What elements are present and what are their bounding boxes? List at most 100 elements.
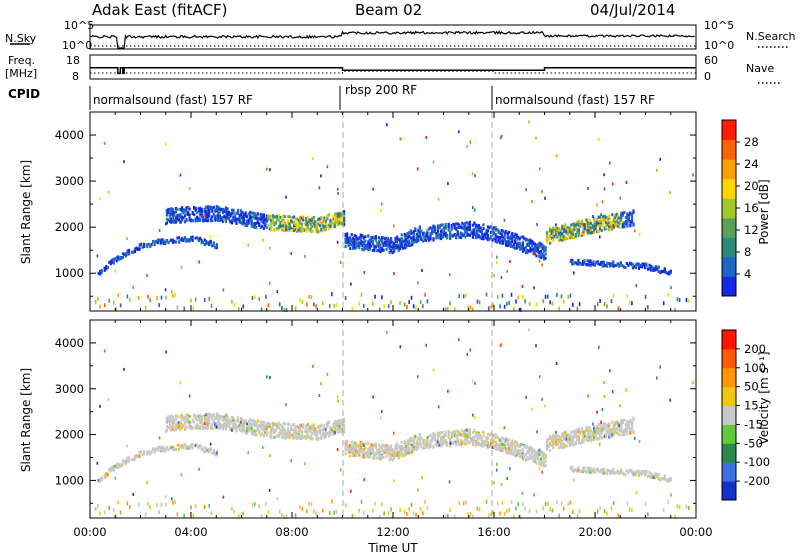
- velocity-echo-cell: [215, 415, 218, 419]
- velocity-echo-cell: [367, 449, 370, 453]
- velocity-echo-cell: [170, 425, 173, 429]
- velocity-echo-cell: [687, 506, 690, 510]
- velocity-echo-cell: [455, 430, 458, 433]
- power-echo-cell: [648, 263, 651, 267]
- velocity-echo-cell: [362, 449, 365, 453]
- power-echo-cell: [403, 244, 406, 247]
- power-echo-cell: [685, 297, 688, 302]
- power-echo-cell: [355, 246, 358, 250]
- velocity-echo-cell: [505, 447, 508, 451]
- power-echo-cell: [352, 239, 355, 243]
- velocity-echo-cell: [564, 443, 567, 447]
- velocity-echo-cell: [281, 513, 283, 518]
- power-echo-cell: [399, 238, 402, 242]
- power-echo-cell: [396, 240, 399, 244]
- power-echo-cell: [569, 293, 572, 298]
- power-echo-cell: [333, 223, 337, 227]
- power-echo-cell: [394, 240, 397, 244]
- velocity-echo-cell: [420, 437, 423, 440]
- velocity-echo-cell: [381, 502, 383, 507]
- velocity-echo-cell: [360, 499, 363, 504]
- velocity-echo-cell: [109, 469, 112, 473]
- velocity-echo-cell: [100, 476, 103, 480]
- power-echo-cell: [465, 230, 468, 234]
- power-echo-cell: [529, 240, 532, 244]
- power-echo-cell: [403, 241, 406, 245]
- velocity-echo-cell: [502, 449, 505, 453]
- velocity-echo-cell: [568, 434, 571, 438]
- power-echo-cell: [465, 228, 468, 232]
- power-echo-cell: [202, 240, 205, 244]
- power-echo-cell: [223, 208, 226, 212]
- power-echo-cell: [668, 270, 671, 274]
- velocity-echo-cell: [529, 456, 532, 460]
- velocity-echo-cell: [540, 449, 543, 453]
- velocity-echo-cell: [599, 506, 601, 510]
- power-echo-cell: [630, 213, 634, 217]
- power-echo-cell: [602, 220, 605, 224]
- power-echo-cell: [415, 240, 418, 244]
- velocity-echo-cell: [321, 427, 324, 431]
- power-echo-cell: [285, 227, 288, 231]
- power-echo-cell: [399, 301, 401, 305]
- velocity-echo-cell: [446, 443, 449, 447]
- velocity-echo-cell: [514, 440, 517, 444]
- power-echo-cell: [267, 303, 270, 308]
- velocity-echo-cell: [161, 445, 164, 449]
- velocity-echo-cell: [453, 434, 456, 437]
- power-echo-cell: [343, 210, 346, 214]
- power-echo-cell: [283, 308, 285, 312]
- power-echo-cell: [577, 258, 580, 262]
- power-echo-cell: [547, 294, 549, 299]
- velocity-echo-cell: [205, 420, 208, 424]
- velocity-echo-cell: [540, 451, 543, 455]
- velocity-echo-cell: [124, 459, 127, 463]
- velocity-echo-cell: [341, 425, 344, 429]
- power-echo-cell: [556, 229, 559, 233]
- power-echo-cell: [215, 205, 218, 208]
- power-echo-cell: [427, 238, 430, 242]
- velocity-echo-cell: [100, 478, 103, 482]
- velocity-echo-cell: [615, 471, 618, 475]
- power-echo-cell: [341, 217, 344, 221]
- velocity-echo-cell: [349, 450, 352, 454]
- power-echo-cell: [290, 252, 292, 255]
- power-echo-cell: [390, 241, 393, 244]
- power-echo-cell: [302, 218, 305, 222]
- velocity-echo-cell: [372, 395, 374, 399]
- velocity-echo-cell: [173, 447, 176, 451]
- power-echo-cell: [188, 213, 191, 217]
- velocity-echo-cell: [176, 424, 179, 428]
- power-echo-cell: [394, 236, 397, 240]
- velocity-echo-cell: [318, 424, 321, 428]
- power-echo-cell: [420, 238, 423, 241]
- power-echo-cell: [353, 243, 356, 247]
- velocity-echo-cell: [653, 474, 656, 478]
- power-echo-cell: [482, 234, 485, 238]
- power-echo-cell: [644, 262, 647, 266]
- power-echo-cell: [280, 221, 284, 225]
- velocity-echo-cell: [121, 459, 124, 463]
- velocity-echo-cell: [212, 448, 215, 452]
- power-echo-cell: [496, 239, 499, 243]
- power-echo-cell: [283, 229, 287, 233]
- power-echo-cell: [624, 266, 627, 269]
- velocity-echo-cell: [458, 430, 461, 434]
- velocity-echo-cell: [492, 510, 495, 515]
- beam-title: Beam 02: [355, 1, 422, 19]
- power-echo-cell: [135, 246, 138, 250]
- power-echo-cell: [619, 261, 622, 265]
- velocity-echo-cell: [461, 439, 464, 443]
- colorbar-swatch: [722, 237, 736, 258]
- power-echo-cell: [224, 220, 227, 224]
- power-echo-cell: [512, 243, 515, 246]
- velocity-echo-cell: [179, 428, 182, 432]
- power-echo-cell: [258, 216, 261, 220]
- velocity-echo-cell: [442, 435, 444, 439]
- power-echo-cell: [230, 212, 234, 216]
- velocity-echo-cell: [519, 514, 522, 519]
- power-echo-cell: [223, 214, 226, 218]
- velocity-echo-cell: [168, 446, 171, 450]
- power-echo-cell: [482, 233, 485, 237]
- velocity-echo-cell: [332, 422, 335, 426]
